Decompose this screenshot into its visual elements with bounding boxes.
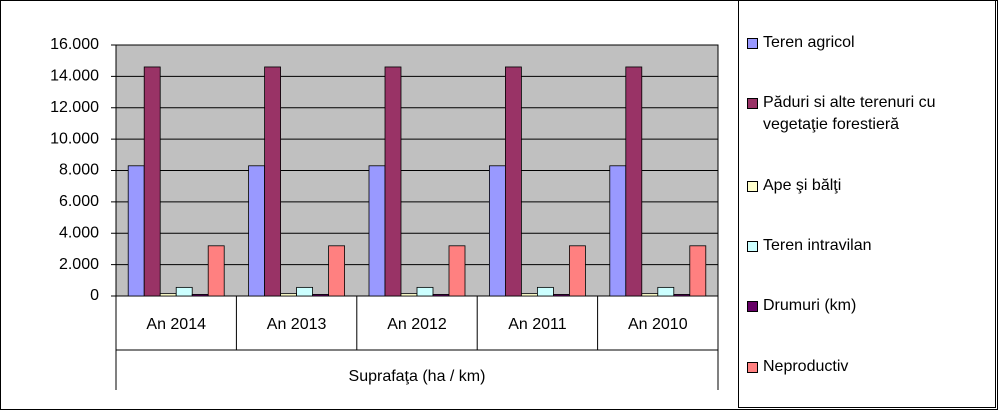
bar	[689, 245, 707, 297]
bar	[432, 294, 450, 297]
bar	[280, 293, 298, 297]
bar	[537, 286, 554, 297]
x-axis-label: Suprafaţa (ha / km)	[349, 368, 486, 385]
x-tick-label: An 2014	[146, 316, 206, 333]
x-tick-label: An 2012	[387, 316, 447, 333]
legend-swatch	[747, 301, 758, 313]
bar	[312, 294, 330, 297]
bar	[569, 245, 586, 297]
bar	[175, 286, 193, 297]
x-tick-label: An 2010	[628, 316, 688, 333]
x-tick-label: An 2013	[267, 316, 327, 333]
bar	[264, 66, 282, 297]
bar	[488, 165, 506, 297]
legend-entry: Teren intravilan	[747, 235, 995, 257]
bar	[553, 294, 570, 297]
bar	[504, 66, 522, 297]
legend-swatch	[747, 98, 758, 110]
bar	[673, 294, 691, 297]
bar	[248, 165, 266, 297]
y-tick-label: 0	[90, 287, 99, 304]
legend-label: Teren agricol	[763, 34, 855, 52]
y-tick-label: 6.000	[59, 193, 99, 210]
bar	[657, 286, 675, 297]
bar	[448, 245, 466, 297]
y-tick-label: 12.000	[50, 99, 99, 116]
bar	[368, 165, 386, 297]
legend-entry: Păduri si alte terenuri cu vegetaţie for…	[747, 92, 995, 136]
bar	[127, 165, 145, 297]
legend-label: Teren intravilan	[763, 237, 872, 255]
y-tick-label: 14.000	[50, 68, 99, 85]
bar	[609, 165, 627, 297]
bar	[521, 293, 538, 297]
y-tick-label: 16.000	[50, 36, 99, 53]
bar	[207, 245, 225, 297]
bar	[625, 66, 643, 297]
bar	[328, 245, 346, 297]
legend-swatch	[747, 241, 758, 253]
bar	[159, 293, 177, 297]
x-tick-label: An 2011	[508, 316, 567, 333]
legend-label: Neproductiv	[763, 357, 849, 375]
y-tick-label: 2.000	[59, 256, 99, 273]
bar	[400, 293, 418, 297]
bar	[143, 66, 161, 297]
bar	[384, 66, 402, 297]
y-tick-label: 10.000	[50, 130, 99, 147]
legend-entry: Neproductiv	[747, 356, 995, 378]
y-tick-label: 8.000	[59, 162, 99, 179]
legend: Teren agricol Păduri si alte terenuri cu …	[738, 0, 996, 408]
legend-entry: Teren agricol	[747, 32, 995, 54]
bar	[416, 286, 434, 297]
legend-entry: Ape şi bălţi	[747, 175, 995, 197]
legend-label: Păduri si alte terenuri cu vegetaţie for…	[763, 94, 936, 134]
bar	[191, 294, 209, 297]
legend-entry: Drumuri (km)	[747, 295, 995, 317]
legend-label: Drumuri (km)	[763, 297, 857, 315]
legend-swatch	[747, 361, 758, 373]
legend-swatch	[747, 38, 758, 50]
bar	[641, 293, 659, 297]
y-tick-label: 4.000	[59, 224, 99, 241]
legend-swatch	[747, 180, 758, 192]
legend-label: Ape şi bălţi	[763, 176, 842, 194]
bar	[296, 286, 314, 297]
